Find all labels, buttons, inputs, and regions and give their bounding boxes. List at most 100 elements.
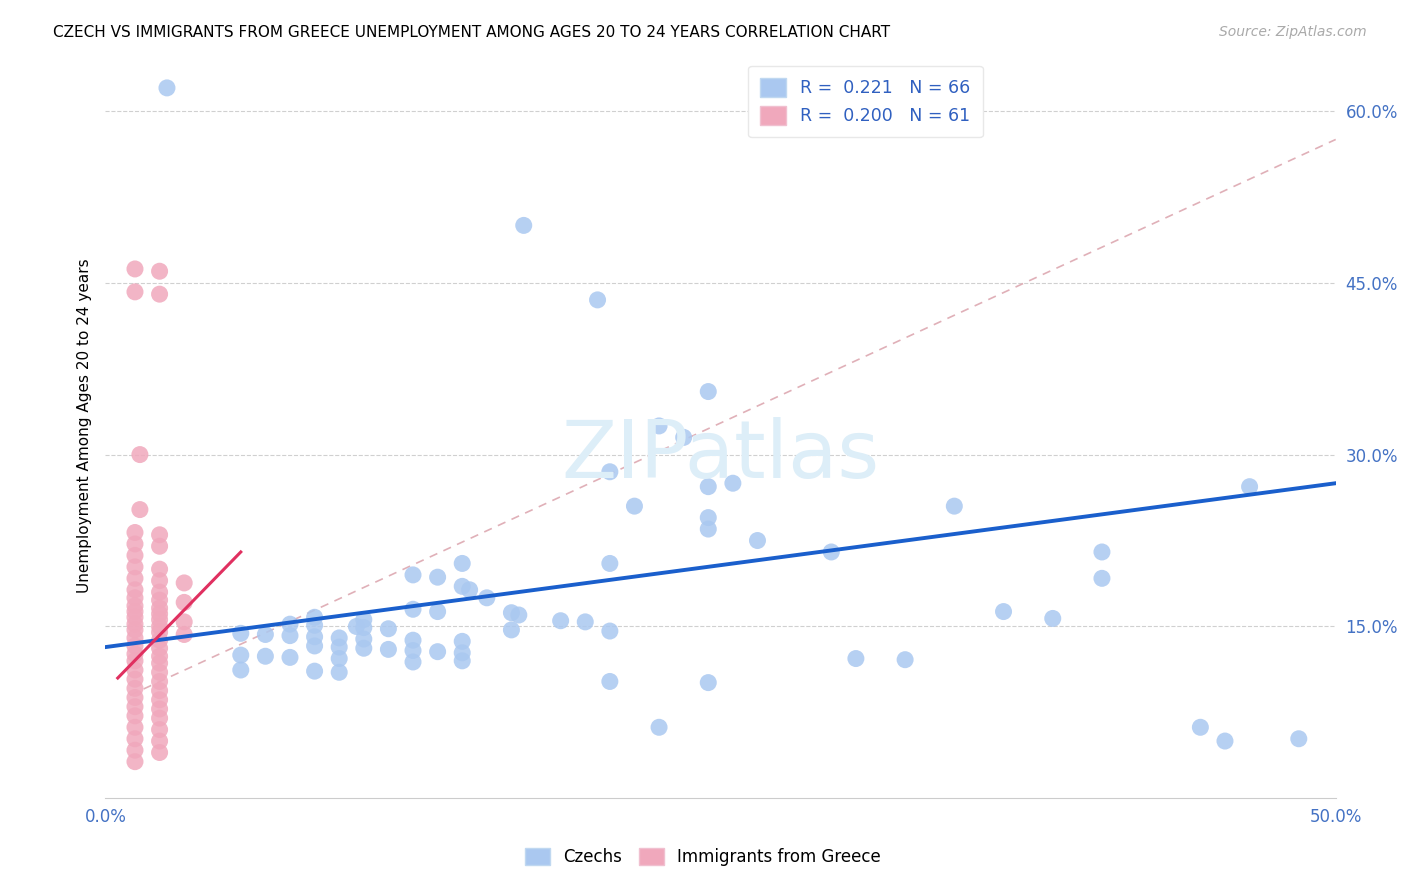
Point: [599, 465, 621, 479]
Point: [149, 649, 172, 664]
Point: [254, 649, 277, 664]
Point: [353, 613, 375, 627]
Point: [124, 647, 146, 661]
Point: [124, 663, 146, 677]
Point: [1189, 720, 1212, 734]
Point: [328, 665, 350, 680]
Point: [304, 664, 326, 678]
Point: [124, 623, 146, 637]
Point: [124, 755, 146, 769]
Point: [377, 622, 399, 636]
Point: [124, 262, 146, 277]
Point: [1213, 734, 1236, 748]
Point: [229, 663, 252, 677]
Point: [149, 264, 172, 278]
Point: [697, 480, 720, 494]
Point: [124, 560, 146, 574]
Point: [149, 585, 172, 599]
Point: [149, 593, 172, 607]
Point: [149, 528, 172, 542]
Point: [149, 665, 172, 680]
Point: [1239, 480, 1261, 494]
Point: [353, 641, 375, 656]
Point: [124, 654, 146, 668]
Point: [550, 614, 572, 628]
Point: [1091, 571, 1114, 585]
Point: [149, 633, 172, 648]
Point: [149, 613, 172, 627]
Text: ZIPatlas: ZIPatlas: [561, 417, 880, 495]
Point: [124, 617, 146, 632]
Text: Source: ZipAtlas.com: Source: ZipAtlas.com: [1219, 25, 1367, 39]
Point: [124, 599, 146, 613]
Point: [353, 632, 375, 646]
Point: [508, 607, 530, 622]
Point: [304, 618, 326, 632]
Point: [149, 562, 172, 576]
Point: [149, 539, 172, 553]
Point: [149, 746, 172, 760]
Point: [697, 675, 720, 690]
Y-axis label: Unemployment Among Ages 20 to 24 years: Unemployment Among Ages 20 to 24 years: [76, 259, 91, 593]
Point: [124, 610, 146, 624]
Point: [513, 219, 536, 233]
Point: [149, 734, 172, 748]
Point: [124, 591, 146, 605]
Point: [149, 625, 172, 640]
Point: [599, 674, 621, 689]
Point: [149, 702, 172, 716]
Point: [426, 605, 449, 619]
Point: [402, 568, 425, 582]
Point: [574, 615, 596, 629]
Point: [586, 293, 609, 307]
Point: [402, 602, 425, 616]
Point: [149, 656, 172, 670]
Point: [229, 648, 252, 662]
Point: [124, 672, 146, 686]
Point: [328, 640, 350, 654]
Point: [304, 610, 326, 624]
Point: [124, 631, 146, 645]
Point: [278, 629, 301, 643]
Point: [124, 582, 146, 597]
Point: [124, 537, 146, 551]
Point: [599, 624, 621, 638]
Point: [173, 615, 195, 629]
Point: [229, 626, 252, 640]
Point: [124, 525, 146, 540]
Point: [124, 639, 146, 653]
Point: [451, 654, 474, 668]
Point: [173, 595, 195, 609]
Point: [149, 683, 172, 698]
Point: [993, 605, 1015, 619]
Point: [1288, 731, 1310, 746]
Point: [1091, 545, 1114, 559]
Point: [672, 430, 695, 444]
Point: [501, 606, 523, 620]
Point: [377, 642, 399, 657]
Point: [697, 384, 720, 399]
Point: [845, 651, 868, 665]
Point: [894, 653, 917, 667]
Point: [1042, 611, 1064, 625]
Point: [451, 646, 474, 660]
Point: [328, 631, 350, 645]
Point: [124, 571, 146, 585]
Point: [149, 619, 172, 633]
Point: [353, 621, 375, 635]
Point: [402, 643, 425, 657]
Point: [124, 681, 146, 696]
Point: [820, 545, 842, 559]
Point: [451, 579, 474, 593]
Point: [304, 630, 326, 644]
Point: [475, 591, 498, 605]
Point: [149, 693, 172, 707]
Point: [124, 709, 146, 723]
Point: [124, 699, 146, 714]
Point: [747, 533, 769, 548]
Point: [254, 627, 277, 641]
Point: [278, 617, 301, 632]
Point: [402, 655, 425, 669]
Point: [124, 731, 146, 746]
Point: [426, 570, 449, 584]
